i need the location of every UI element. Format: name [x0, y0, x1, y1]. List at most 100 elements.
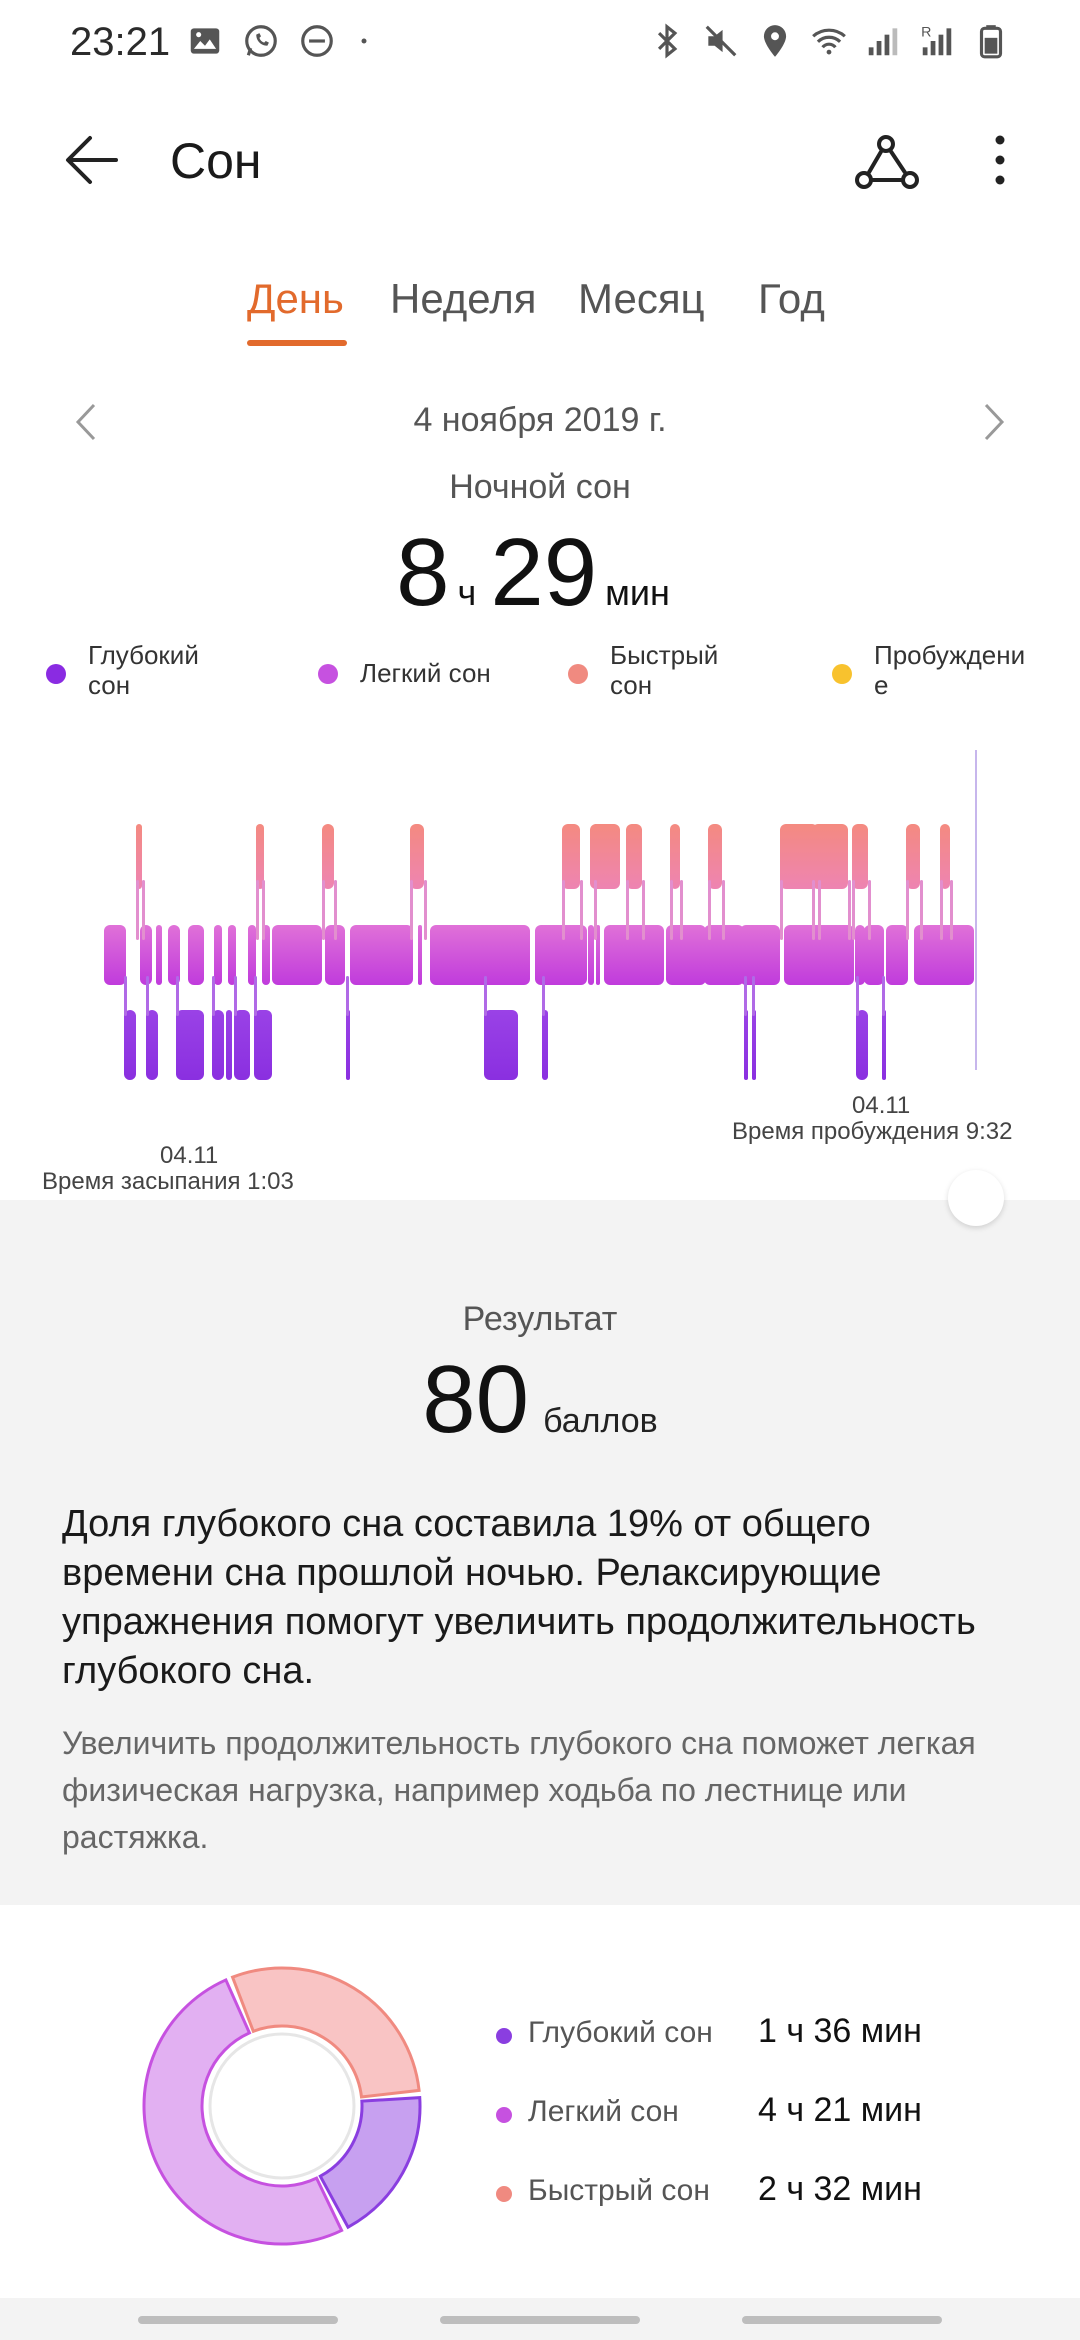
tab-underline [247, 340, 347, 346]
deep-sleep-segment [542, 1010, 548, 1080]
stat-row-rem: Быстрый сон 2 ч 32 мин [496, 2170, 1056, 2220]
whatsapp-icon [245, 25, 277, 57]
stage-transition-line [262, 880, 265, 940]
deep-sleep-segment [124, 1010, 136, 1080]
result-label: Результат [462, 1300, 618, 1338]
light-sleep-segment [418, 925, 422, 985]
wake-time: Время пробуждения 9:32 [732, 1118, 1013, 1145]
donut-inner-ring [208, 2032, 356, 2180]
wifi-icon [812, 28, 846, 55]
light-sleep-segment [325, 925, 345, 985]
stat-dot-light [496, 2107, 512, 2123]
light-sleep-segment [666, 925, 706, 985]
tab-day[interactable]: День [247, 275, 344, 322]
legend-deep-line1: Глубокий [88, 640, 199, 670]
donut-segment-light [142, 1977, 344, 2246]
stage-transition-line [562, 880, 565, 940]
stat-dot-rem [496, 2186, 512, 2202]
stage-transition-line [920, 880, 923, 940]
deep-sleep-segment [226, 1010, 232, 1080]
stage-donut-chart [142, 1966, 422, 2246]
nav-back-button[interactable] [742, 2316, 942, 2324]
stage-transition-line [322, 880, 325, 940]
legend-rem-line2: сон [610, 670, 653, 700]
chart-scrubber-handle[interactable] [948, 1170, 1004, 1226]
more-vertical-icon[interactable] [964, 124, 1036, 196]
stage-transition-line [708, 880, 711, 940]
stage-transition-line [334, 880, 337, 940]
rem-sleep-segment [852, 824, 868, 889]
deep-sleep-segment [212, 1010, 224, 1080]
share-icon[interactable] [850, 124, 922, 196]
light-sleep-segment [248, 925, 256, 985]
rem-sleep-segment [562, 824, 580, 889]
legend-rem: Быстрый сон [568, 640, 718, 700]
sleep-start-date: 04.11 [160, 1142, 219, 1169]
rem-sleep-segment [906, 824, 920, 889]
stage-transition-line [852, 880, 855, 940]
chevron-left-icon[interactable] [62, 397, 112, 447]
wake-date: 04.11 [852, 1092, 911, 1119]
light-sleep-segment [262, 925, 270, 985]
stage-transition-line [906, 880, 909, 940]
signal-r-icon: R [921, 24, 952, 56]
light-sleep-segment [784, 925, 854, 985]
rem-sleep-segment [322, 824, 334, 889]
stat-value-light: 4 ч 21 мин [758, 2091, 922, 2129]
sleep-duration: 8 ч 29 мин [0, 518, 1080, 628]
stage-transition-line [752, 976, 755, 1016]
stage-transition-line [848, 880, 851, 940]
deep-sleep-segment [234, 1010, 250, 1080]
tab-month[interactable]: Месяц [578, 275, 705, 322]
stage-transition-line [950, 880, 953, 940]
stat-row-deep: Глубокий сон 1 ч 36 мин [496, 2012, 1056, 2062]
chevron-right-icon[interactable] [968, 397, 1018, 447]
mute-icon [705, 25, 737, 57]
rem-sleep-segment [256, 824, 264, 889]
tab-year[interactable]: Год [758, 275, 825, 322]
light-sleep-segment [188, 925, 204, 985]
deep-sleep-segment [176, 1010, 204, 1080]
rem-sleep-segment [590, 824, 620, 889]
legend-dot-awake [832, 664, 852, 684]
light-sleep-segment [864, 925, 884, 985]
nav-recent-button[interactable] [138, 2316, 338, 2324]
stage-transition-line [670, 880, 673, 940]
duration-hours-unit: ч [457, 572, 477, 613]
nav-home-button[interactable] [440, 2316, 640, 2324]
legend-deep-line2: сон [88, 670, 131, 700]
location-icon [763, 25, 787, 57]
legend-awake-line2: е [874, 670, 889, 700]
deep-sleep-segment [146, 1010, 158, 1080]
stage-breakdown: Глубокий сон 1 ч 36 мин Легкий сон 4 ч 2… [0, 1928, 1080, 2298]
stage-transition-line [346, 976, 349, 1016]
stage-transition-line [234, 976, 237, 1016]
deep-sleep-segment [346, 1010, 350, 1080]
duration-minutes-unit: мин [605, 572, 670, 613]
stat-value-deep: 1 ч 36 мин [758, 2012, 922, 2050]
arrow-left-icon[interactable] [58, 124, 130, 196]
duration-minutes: 29 [490, 519, 598, 626]
stat-label-light: Легкий сон [528, 2095, 679, 2128]
legend-awake-line1: Пробуждени [874, 640, 1026, 670]
stage-transition-line [212, 976, 215, 1016]
result-section: Результат 80 баллов Доля глубокого сна со… [0, 1170, 1080, 1905]
stat-label-deep: Глубокий сон [528, 2016, 713, 2049]
light-sleep-segment [228, 925, 236, 985]
light-sleep-segment [272, 925, 322, 985]
light-sleep-segment [604, 925, 664, 985]
stage-transition-line [424, 880, 427, 940]
light-sleep-segment [704, 925, 744, 985]
stage-transition-line [542, 976, 545, 1016]
light-sleep-segment [168, 925, 180, 985]
app-bar: Сон [0, 110, 1080, 210]
rem-sleep-segment [812, 824, 848, 889]
stage-transition-line [882, 976, 885, 1016]
legend-rem-line1: Быстрый [610, 640, 719, 670]
legend-dot-light [318, 664, 338, 684]
advice-sub-text: Увеличить продолжительность глубокого сн… [62, 1725, 976, 1855]
image-icon [190, 28, 220, 54]
legend-dot-rem [568, 664, 588, 684]
tab-week[interactable]: Неделя [390, 275, 537, 322]
deep-sleep-segment [752, 1010, 756, 1080]
